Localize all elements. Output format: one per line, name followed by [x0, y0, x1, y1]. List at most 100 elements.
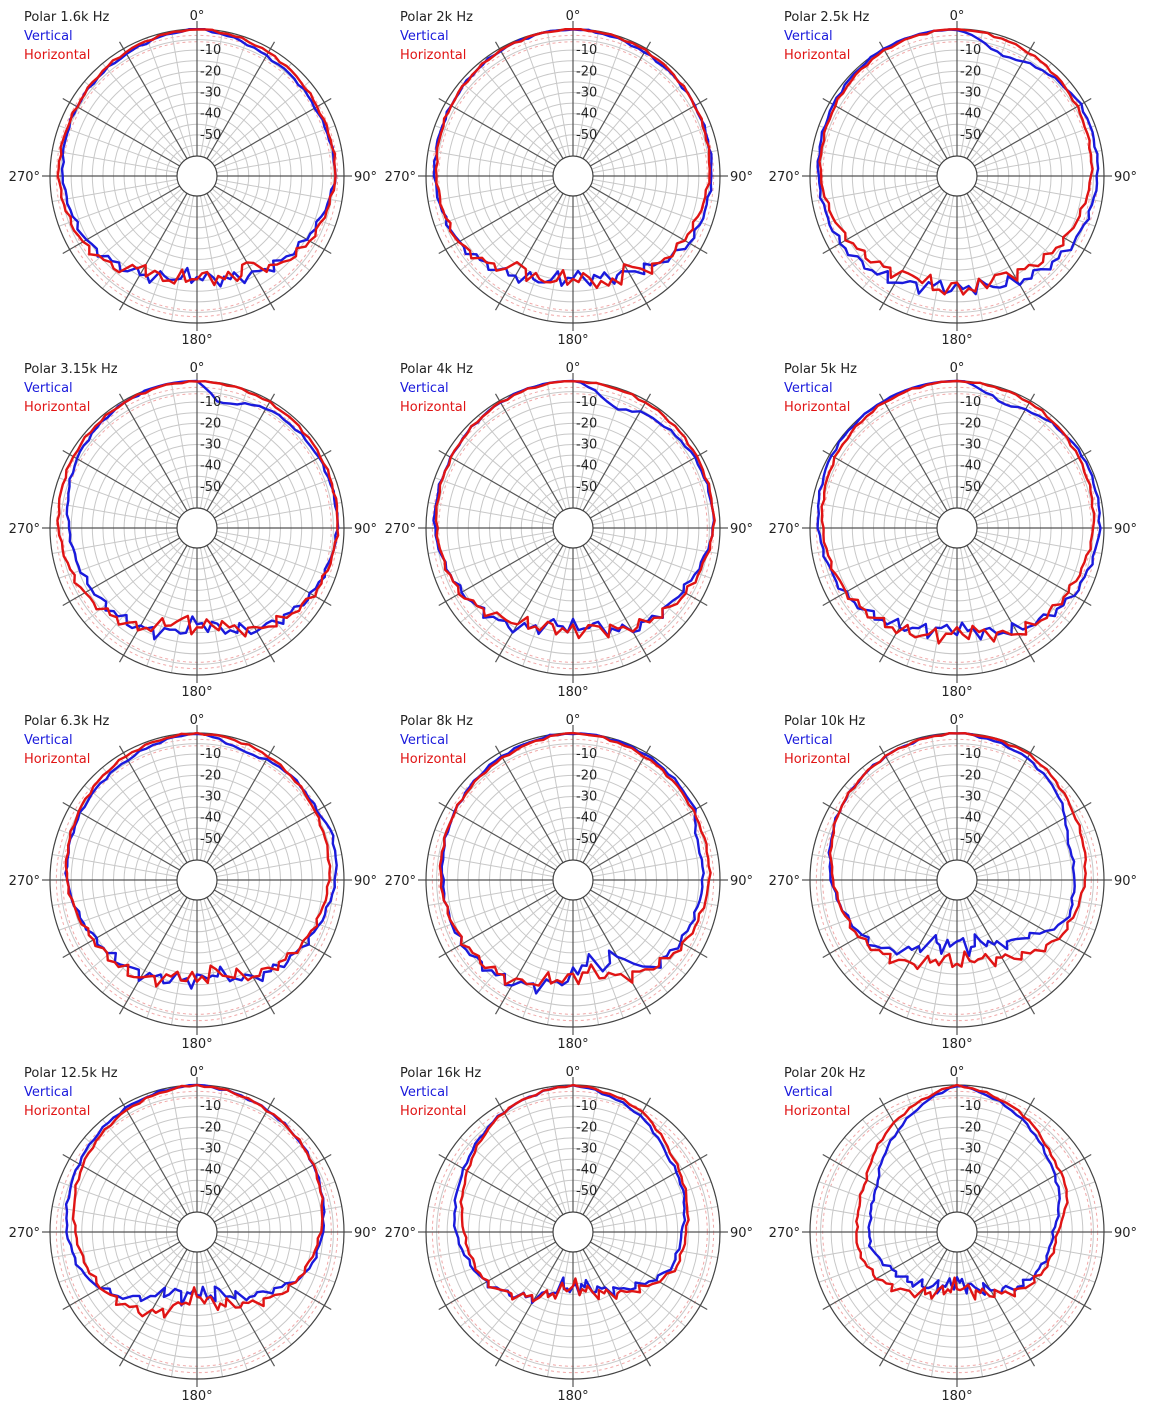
minor-spoke — [592, 501, 718, 526]
minor-spoke — [52, 501, 178, 526]
series-line-horizontal — [459, 1083, 690, 1303]
minor-spoke — [976, 530, 1102, 555]
minor-spoke — [844, 892, 943, 975]
series-line-horizontal — [855, 1083, 1069, 1301]
minor-spoke — [906, 37, 951, 158]
major-spoke — [582, 1097, 652, 1215]
major-spoke — [590, 97, 708, 167]
ring-label: -30 — [200, 790, 221, 805]
minor-spoke — [52, 178, 178, 203]
minor-spoke — [209, 415, 292, 514]
major-spoke — [822, 1153, 940, 1223]
minor-spoke — [170, 383, 195, 509]
minor-spoke — [592, 149, 718, 174]
minor-spoke — [546, 899, 571, 1025]
minor-spoke — [862, 1246, 945, 1345]
major-spoke — [206, 193, 276, 311]
major-spoke — [438, 1241, 556, 1311]
angle-label-right: 90° — [1114, 170, 1137, 185]
minor-spoke — [971, 785, 1070, 868]
major-spoke — [438, 449, 556, 519]
angle-label-bottom: 180° — [941, 333, 972, 348]
minor-spoke — [211, 892, 310, 975]
ring-label: -40 — [576, 811, 597, 826]
major-spoke — [822, 185, 940, 255]
ring-label: -40 — [576, 1163, 597, 1178]
major-spoke — [206, 1097, 276, 1215]
major-spoke — [62, 1241, 180, 1311]
angle-label-left: 270° — [769, 874, 800, 889]
minor-spoke — [546, 1087, 571, 1213]
series-line-horizontal — [64, 731, 332, 988]
minor-spoke — [579, 1093, 624, 1214]
minor-spoke — [976, 1234, 1102, 1259]
angle-label-bottom: 180° — [557, 1389, 588, 1404]
major-spoke — [822, 889, 940, 959]
polar-grid — [418, 21, 728, 331]
minor-spoke — [579, 898, 624, 1019]
minor-spoke — [587, 785, 686, 868]
major-spoke — [878, 545, 948, 663]
minor-spoke — [170, 31, 195, 157]
ring-label: -20 — [576, 1120, 597, 1135]
series-line-horizontal — [828, 732, 1087, 971]
minor-spoke — [591, 125, 712, 170]
minor-spoke — [203, 898, 248, 1019]
minor-spoke — [84, 785, 183, 868]
legend-horizontal: Horizontal — [24, 752, 90, 767]
minor-spoke — [170, 1087, 195, 1213]
legend-horizontal: Horizontal — [400, 1104, 466, 1119]
minor-spoke — [591, 1181, 712, 1226]
minor-spoke — [428, 1205, 554, 1230]
minor-spoke — [969, 190, 1052, 289]
major-spoke — [438, 97, 556, 167]
ring-label: -10 — [576, 1099, 597, 1114]
minor-spoke — [546, 735, 571, 861]
minor-spoke — [818, 1238, 939, 1283]
minor-spoke — [587, 1244, 686, 1327]
minor-spoke — [969, 767, 1052, 866]
angle-label-left: 270° — [385, 170, 416, 185]
minor-spoke — [818, 1181, 939, 1226]
minor-spoke — [216, 530, 342, 555]
minor-spoke — [579, 1250, 624, 1371]
minor-spoke — [818, 829, 939, 874]
center-hole — [552, 859, 594, 901]
legend-horizontal: Horizontal — [784, 48, 850, 63]
minor-spoke — [575, 383, 600, 509]
ring-label: -50 — [200, 1184, 221, 1199]
minor-spoke — [579, 546, 624, 667]
angle-label-right: 90° — [1114, 522, 1137, 537]
angle-label-top: 0° — [950, 361, 965, 376]
angle-label-top: 0° — [950, 9, 965, 24]
minor-spoke — [102, 63, 185, 162]
minor-spoke — [203, 741, 248, 862]
minor-spoke — [102, 894, 185, 993]
minor-spoke — [209, 1119, 292, 1218]
polar-chart: -10 -20 -30 -40 -50 0° 180° 90° 270° Polar 8k Hz V… — [385, 713, 753, 1052]
ring-label: -20 — [576, 416, 597, 431]
minor-spoke — [215, 477, 336, 522]
minor-spoke — [959, 195, 984, 321]
minor-spoke — [215, 1181, 336, 1226]
minor-spoke — [591, 829, 712, 874]
legend-horizontal: Horizontal — [400, 752, 466, 767]
series-line-horizontal — [56, 380, 340, 638]
minor-spoke — [976, 501, 1102, 526]
minor-spoke — [592, 1205, 718, 1230]
minor-spoke — [199, 899, 224, 1025]
legend-vertical: Vertical — [24, 29, 73, 44]
minor-spoke — [812, 853, 938, 878]
minor-spoke — [215, 886, 336, 931]
minor-spoke — [211, 785, 310, 868]
minor-spoke — [478, 894, 561, 993]
ring-label: -30 — [200, 438, 221, 453]
angle-label-right: 90° — [730, 522, 753, 537]
minor-spoke — [434, 477, 555, 522]
major-spoke — [582, 193, 652, 311]
minor-spoke — [211, 1137, 310, 1220]
major-spoke — [590, 1153, 708, 1223]
minor-spoke — [975, 125, 1096, 170]
major-spoke — [118, 41, 188, 159]
minor-spoke — [203, 546, 248, 667]
